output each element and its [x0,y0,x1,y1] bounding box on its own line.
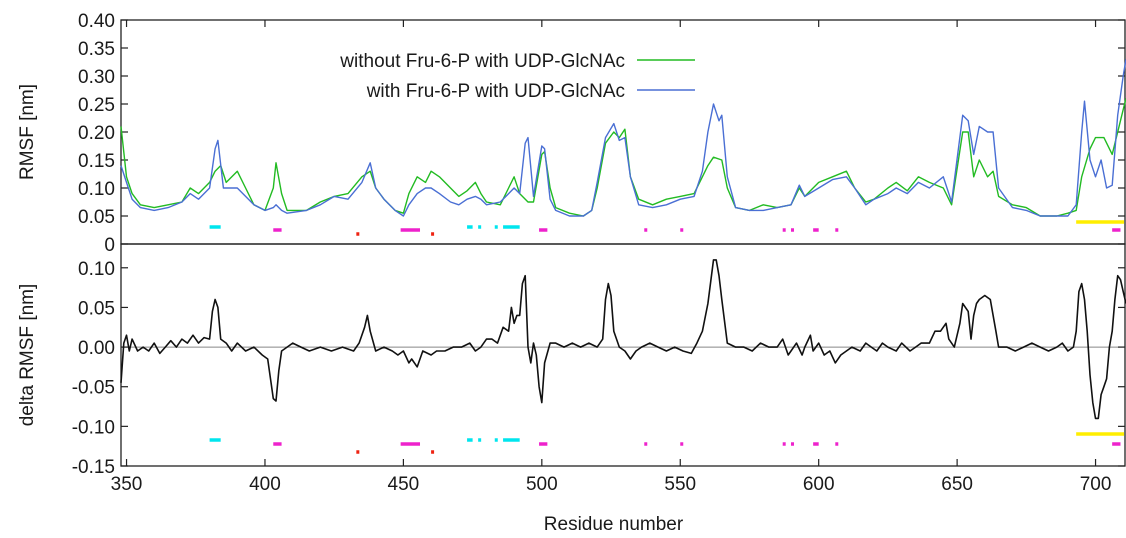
top-ytick-label: 0.30 [78,67,115,88]
bottom-delta-panel: -0.15 -0.10 -0.05 0.00 0.05 0.10 350 400 450 500… [17,20,1126,535]
top-ytick-label: 0.35 [78,39,115,60]
legend-entry-without-fru6p: without Fru-6-P with UDP-GlcNAc [339,51,625,72]
bottom-ytick-label: 0.00 [78,338,115,359]
legend-entry-with-fru6p: with Fru-6-P with UDP-GlcNAc [366,81,625,102]
top-ytick-label: 0.15 [78,151,115,172]
top-rmsf-panel: 0 0.05 0.10 0.15 0.20 0.25 0.30 0.35 0.40 RMSF [… [17,11,1126,256]
bottom-ytick-label: -0.15 [72,457,115,478]
bottom-plot-frame [120,243,1126,467]
top-ytick-label: 0.40 [78,11,115,32]
top-y-axis-title: RMSF [nm] [17,84,38,180]
bottom-residue-markers [209,432,1124,454]
bottom-ytick-label: -0.05 [72,378,115,399]
x-axis-title: Residue number [544,514,684,535]
bottom-series-lines [120,259,1126,420]
top-y-ticks: 0 0.05 0.10 0.15 0.20 0.25 0.30 0.35 0.40 [78,11,1125,256]
xtick-label: 350 [111,474,143,495]
bottom-ytick-label: 0.05 [78,298,115,319]
bottom-ytick-label: 0.10 [78,259,115,280]
xtick-label: 700 [1080,474,1112,495]
top-ytick-label: 0.05 [78,207,115,228]
top-series-lines [120,59,1126,217]
top-ytick-label: 0 [104,235,115,256]
top-residue-markers [209,220,1124,236]
xtick-label: 600 [803,474,835,495]
bottom-ytick-label: -0.10 [72,417,115,438]
legend: without Fru-6-P with UDP-GlcNAc with Fru… [339,51,695,102]
top-ytick-label: 0.20 [78,123,115,144]
xtick-label: 550 [664,474,696,495]
xtick-label: 500 [526,474,558,495]
top-ytick-label: 0.25 [78,95,115,116]
bottom-series-line-0 [120,259,1126,420]
bottom-y-ticks: -0.15 -0.10 -0.05 0.00 0.05 0.10 [72,259,1125,478]
top-series-line-1 [120,59,1126,217]
xtick-label: 400 [249,474,281,495]
xtick-label: 650 [941,474,973,495]
bottom-y-axis-title: delta RMSF [nm] [17,284,38,427]
top-series-line-0 [120,98,1126,217]
xtick-label: 450 [388,474,420,495]
x-ticks: 350 400 450 500 550 600 650 700 [111,20,1112,495]
top-ytick-label: 0.10 [78,179,115,200]
